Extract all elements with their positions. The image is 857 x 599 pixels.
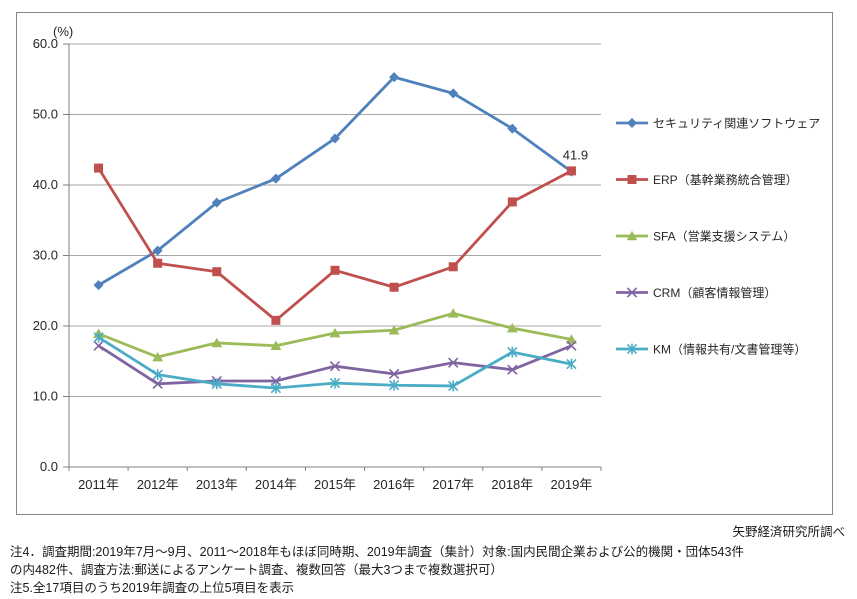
- asterisk-marker: [448, 380, 459, 392]
- diamond-marker: [330, 133, 340, 144]
- triangle-marker: [388, 325, 400, 335]
- legend-label: セキュリティ関連ソフトウェア: [653, 117, 820, 131]
- legend-item-security: セキュリティ関連ソフトウェア: [616, 117, 820, 131]
- square-marker: [271, 315, 281, 325]
- security-line: [97, 75, 573, 287]
- diamond-marker: [448, 88, 459, 99]
- triangle-marker: [152, 351, 164, 362]
- square-marker: [389, 282, 399, 292]
- asterisk-marker: [388, 379, 400, 391]
- triangle-marker: [566, 334, 577, 344]
- square-marker: [566, 166, 576, 176]
- x-marker: [93, 340, 104, 351]
- y-tick-label: 60.0: [33, 36, 58, 51]
- x-tick-label: 2011年: [78, 477, 119, 492]
- asterisk-marker: [329, 377, 341, 389]
- x-marker: [448, 357, 459, 368]
- y-tick-label: 10.0: [33, 389, 58, 404]
- x-tick-label: 2017年: [432, 477, 474, 492]
- y-axis-unit-label: (%): [53, 24, 73, 39]
- note-line-2: の内482件、調査方法:郵送によるアンケート調査、複数回答（最大3つまで複数選択…: [10, 563, 503, 577]
- survey-notes: 注4．調査期間:2019年7月～9月、2011～2018年もほぼ同時期、2019…: [10, 543, 744, 597]
- x-marker: [152, 378, 163, 389]
- triangle-marker: [626, 230, 638, 241]
- note-line-3: 注5.全17項目のうち2019年調査の上位5項目を表示: [10, 581, 295, 595]
- diamond-marker: [389, 72, 400, 83]
- legend: セキュリティ関連ソフトウェア ERP（基幹業務統合管理） SFA（営業支援システム）…: [616, 117, 820, 357]
- y-tick-label: 40.0: [33, 177, 58, 192]
- triangle-marker: [270, 340, 282, 351]
- legend-label: KM（情報共有/文書管理等）: [653, 342, 806, 357]
- diamond-marker: [93, 280, 104, 291]
- square-marker: [212, 267, 222, 277]
- asterisk-marker: [626, 343, 638, 355]
- asterisk-marker: [507, 346, 518, 358]
- asterisk-marker: [211, 378, 222, 390]
- x-tick-label: 2015年: [314, 477, 356, 492]
- x-tick-label: 2018年: [491, 477, 533, 492]
- triangle-marker: [329, 327, 341, 338]
- y-tick-label: 20.0: [33, 318, 58, 333]
- diamond-marker: [152, 245, 163, 256]
- x-tick-label: 2014年: [255, 477, 297, 492]
- square-marker: [153, 258, 163, 268]
- diamond-marker: [270, 173, 281, 184]
- data-label: 41.9: [563, 148, 588, 163]
- diamond-marker: [507, 123, 518, 134]
- series-security: [93, 72, 577, 291]
- chart-frame: 0.0 10.0 20.0 30.0 40.0 50.0 60.0 (%) 2011年 2012年…: [16, 12, 833, 515]
- x-marker: [329, 361, 341, 372]
- x-tick-label: 2012年: [137, 477, 179, 492]
- triangle-marker: [447, 308, 459, 318]
- triangle-marker: [211, 337, 223, 348]
- x-marker: [626, 287, 638, 298]
- x-tick-label: 2013年: [196, 477, 238, 492]
- legend-item-crm: CRM（顧客情報管理）: [616, 285, 776, 300]
- x-tick-label: 2019年: [550, 477, 592, 492]
- asterisk-marker: [566, 358, 577, 370]
- legend-label: CRM（顧客情報管理）: [653, 285, 776, 300]
- square-marker: [448, 262, 458, 272]
- legend-item-km: KM（情報共有/文書管理等）: [616, 342, 806, 357]
- legend-item-sfa: SFA（営業支援システム）: [616, 230, 795, 244]
- legend-label: SFA（営業支援システム）: [653, 230, 795, 244]
- y-tick-label: 0.0: [40, 459, 58, 474]
- erp-line: [97, 167, 573, 322]
- y-tick-label: 50.0: [33, 107, 58, 122]
- legend-label: ERP（基幹業務統合管理）: [653, 172, 798, 187]
- square-marker: [507, 197, 517, 207]
- y-tick-label: 30.0: [33, 248, 58, 263]
- x-marker: [388, 368, 400, 380]
- asterisk-marker: [270, 382, 282, 394]
- source-note: 矢野経済研究所調べ: [732, 525, 845, 539]
- line-chart: 0.0 10.0 20.0 30.0 40.0 50.0 60.0(%) 2011年 2012年…: [33, 24, 821, 492]
- diamond-marker: [627, 118, 637, 128]
- asterisk-marker: [152, 369, 163, 381]
- series-sfa: [93, 308, 577, 362]
- triangle-marker: [506, 322, 518, 333]
- asterisk-marker: [93, 331, 104, 343]
- note-line-1: 注4．調査期間:2019年7月～9月、2011～2018年もほぼ同時期、2019…: [10, 545, 744, 559]
- legend-item-erp: ERP（基幹業務統合管理）: [616, 172, 798, 187]
- square-marker: [330, 265, 340, 275]
- x-marker: [507, 364, 518, 375]
- x-axis: 2011年 2012年 2013年 2014年 2015年 2016年 2017年 2018年…: [68, 467, 602, 492]
- x-marker: [566, 340, 577, 351]
- diamond-marker: [211, 197, 222, 208]
- square-marker: [627, 175, 637, 184]
- y-axis: 0.0 10.0 20.0 30.0 40.0 50.0 60.0: [33, 36, 69, 474]
- x-tick-label: 2016年: [373, 477, 415, 492]
- series-km: [93, 331, 577, 394]
- square-marker: [94, 163, 104, 173]
- series-erp: [94, 163, 576, 325]
